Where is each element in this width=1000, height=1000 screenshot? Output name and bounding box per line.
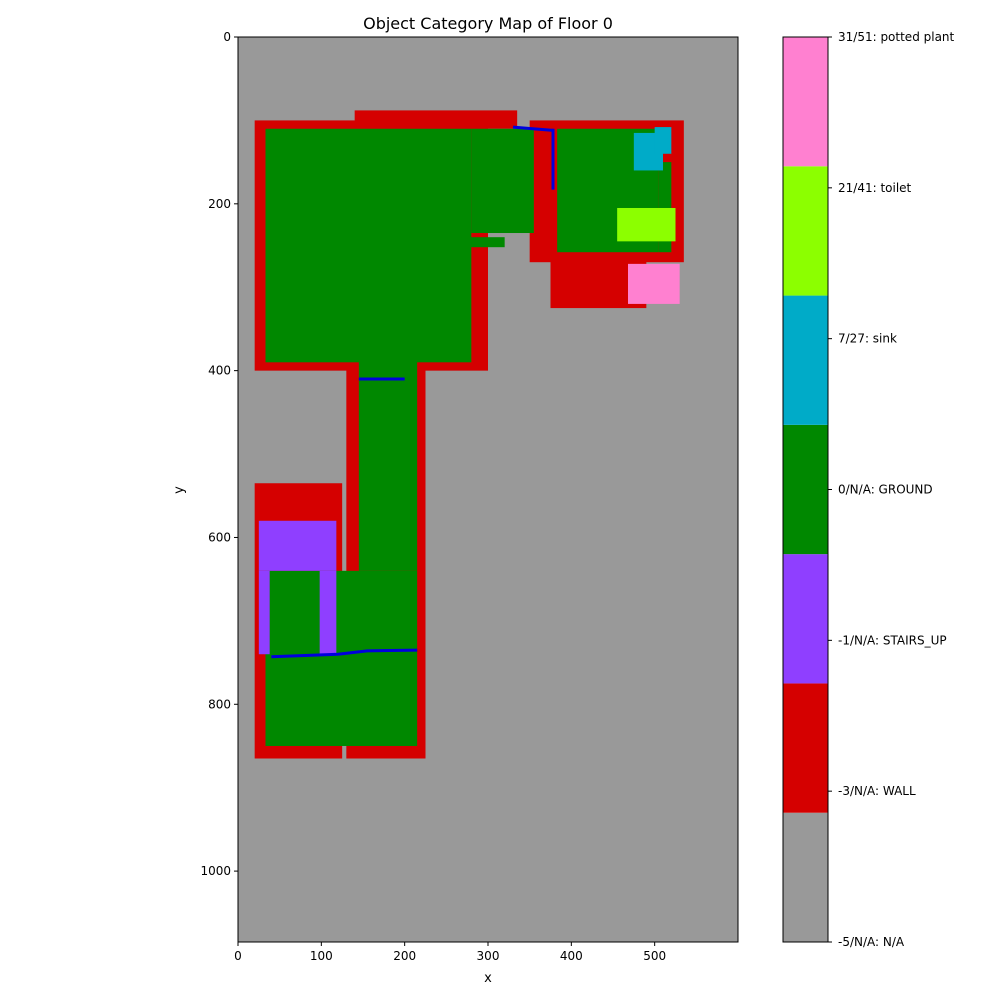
x-axis: 0 100 200 300 400 500 [234, 942, 666, 963]
colorbar-swatch [783, 554, 828, 684]
colorbar-tick-label: 0/N/A: GROUND [838, 483, 933, 497]
x-axis-label: x [484, 971, 492, 986]
colorbar-swatch [783, 812, 828, 942]
colorbar-tick-label: -1/N/A: STAIRS_UP [838, 633, 947, 647]
region-stairs-up [319, 570, 337, 655]
region-stairs-up [258, 520, 337, 571]
colorbar-tick-label: 21/41: toilet [838, 181, 912, 195]
colorbar-tick-label: 31/51: potted plant [838, 30, 955, 44]
region-ground [358, 353, 418, 571]
chart-title: Object Category Map of Floor 0 [363, 14, 613, 33]
colorbar: -5/N/A: N/A -3/N/A: WALL -1/N/A: STAIRS_UP… [782, 30, 955, 949]
region-ground [265, 570, 418, 746]
region-ground [265, 128, 472, 363]
colorbar-swatch [783, 37, 828, 167]
y-tick-label: 1000 [200, 864, 231, 878]
colorbar-tick-label: -5/N/A: N/A [838, 935, 905, 949]
plot-area [237, 36, 739, 943]
y-tick-label: 600 [208, 530, 231, 544]
colorbar-swatch [783, 295, 828, 425]
y-tick-label: 200 [208, 197, 231, 211]
region-wall [354, 110, 518, 129]
colorbar-tick-label: -3/N/A: WALL [838, 784, 916, 798]
region-sink [654, 127, 672, 154]
door-boundary-line [271, 648, 418, 659]
region-ground [471, 128, 534, 234]
region-potted-plant [628, 263, 680, 304]
boundary-lines [271, 125, 555, 659]
x-tick-label: 200 [393, 949, 416, 963]
region-stairs-up [258, 570, 270, 655]
y-axis-label: y [172, 486, 187, 494]
colorbar-swatch [783, 683, 828, 813]
y-axis: 0 200 400 600 800 1000 [200, 30, 238, 878]
y-tick-label: 0 [223, 30, 231, 44]
door-boundary-line [512, 125, 554, 132]
region-toilet [617, 207, 676, 242]
x-tick-label: 300 [477, 949, 500, 963]
colorbar-tick-label: 7/27: sink [838, 332, 897, 346]
x-tick-label: 0 [234, 949, 242, 963]
region-ground [461, 237, 505, 248]
colorbar-swatch [783, 166, 828, 296]
category-regions [254, 110, 684, 759]
x-tick-label: 400 [560, 949, 583, 963]
y-tick-label: 400 [208, 364, 231, 378]
colorbar-swatch [783, 424, 828, 555]
y-tick-label: 800 [208, 697, 231, 711]
x-tick-label: 100 [310, 949, 333, 963]
x-tick-label: 500 [643, 949, 666, 963]
